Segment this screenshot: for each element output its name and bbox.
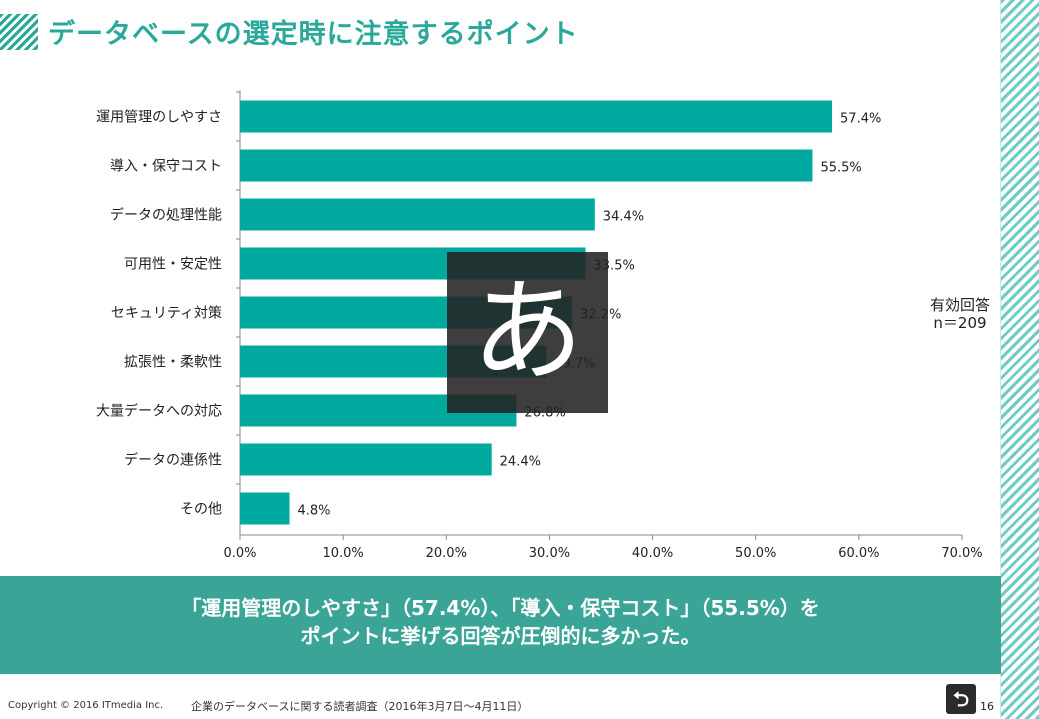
side-divider	[1000, 0, 1001, 719]
x-tick-label: 70.0%	[941, 546, 982, 561]
x-tick-label: 20.0%	[426, 546, 467, 561]
page-title: データベースの選定時に注意するポイント	[48, 19, 579, 50]
copyright-text: Copyright © 2016 ITmedia Inc.	[8, 700, 164, 711]
summary-line-1: 「運用管理のしやすさ」（57.4%）、「導入・保守コスト」（55.5%）を	[181, 596, 820, 620]
category-label: データの連係性	[124, 452, 222, 469]
survey-source-text: 企業のデータベースに関する読者調査（2016年3月7日～4月11日）	[191, 700, 529, 713]
category-label: 運用管理のしやすさ	[96, 110, 222, 126]
page-number: 16	[980, 700, 994, 713]
bar-chart: 運用管理のしやすさ 57.4% 導入・保守コスト 55.5% データの処理性能 34.4%…	[96, 90, 983, 561]
x-tick-label: 10.0%	[322, 546, 363, 561]
x-tick-label: 0.0%	[223, 546, 256, 561]
summary-banner: 「運用管理のしやすさ」（57.4%）、「導入・保守コスト」（55.5%）を ポイ…	[0, 576, 1001, 674]
x-tick-label: 30.0%	[529, 546, 570, 561]
bar	[240, 198, 595, 231]
x-tick-label: 50.0%	[735, 546, 776, 561]
sample-note-count: n＝209	[933, 314, 987, 332]
category-label: セキュリティ対策	[111, 305, 222, 322]
data-label: 4.8%	[298, 504, 331, 519]
data-label: 24.4%	[500, 455, 541, 470]
bar	[240, 149, 813, 182]
back-button[interactable]: ⮌	[946, 684, 976, 714]
side-stripe-decoration	[1001, 0, 1039, 719]
category-label: 可用性・安定性	[124, 257, 222, 273]
bar	[240, 492, 290, 525]
sample-size-note: 有効回答 n＝209	[905, 296, 1015, 332]
bar	[240, 443, 492, 476]
summary-line-2: ポイントに挙げる回答が圧倒的に多かった。	[300, 624, 701, 648]
ime-mode-indicator: あ	[447, 252, 608, 413]
category-label: データの処理性能	[110, 207, 222, 224]
category-label: その他	[180, 502, 222, 518]
bar	[240, 100, 833, 133]
return-arrow-icon: ⮌	[952, 687, 970, 711]
data-label: 57.4%	[840, 112, 881, 127]
data-label: 55.5%	[820, 161, 861, 176]
x-tick-label: 40.0%	[632, 546, 673, 561]
title-decoration	[0, 14, 38, 50]
data-label: 34.4%	[603, 210, 644, 225]
category-label: 導入・保守コスト	[110, 159, 222, 175]
category-label: 大量データへの対応	[96, 403, 222, 420]
category-label: 拡張性・柔軟性	[124, 355, 222, 371]
x-tick-label: 60.0%	[838, 546, 879, 561]
sample-note-label: 有効回答	[929, 296, 990, 314]
